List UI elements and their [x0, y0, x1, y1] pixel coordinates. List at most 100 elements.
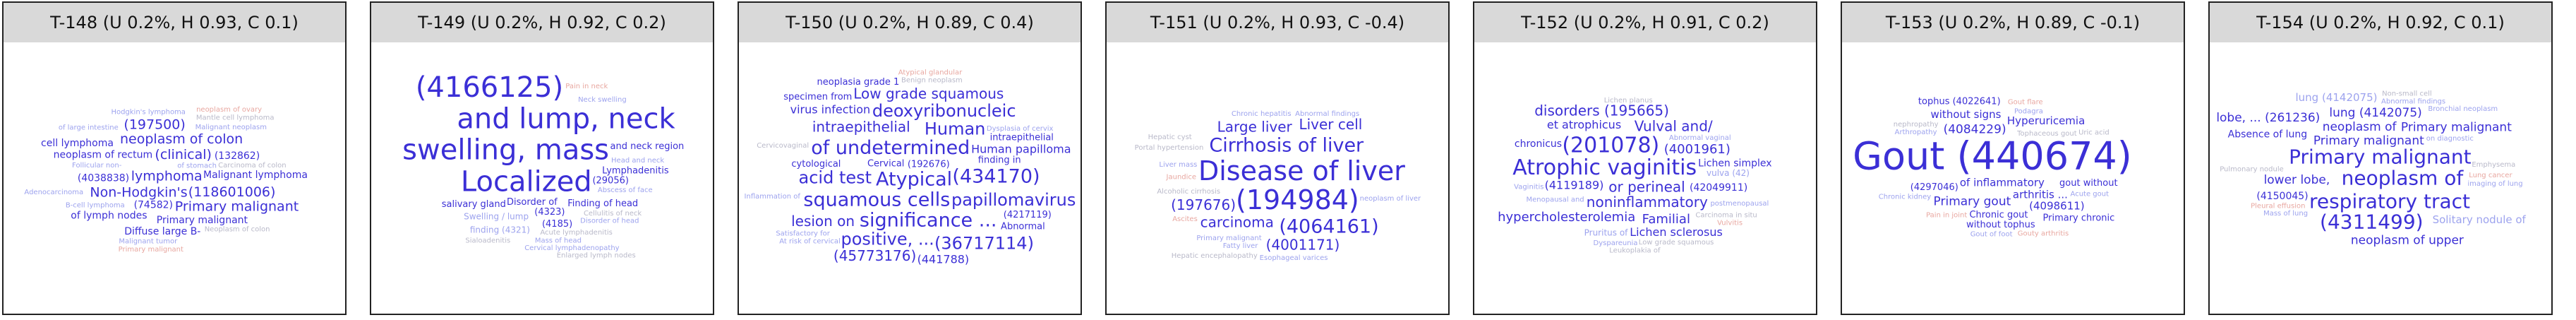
cloud-word: (4323) [534, 207, 565, 218]
cloud-word: Carcinoma in situ [1695, 211, 1757, 219]
cloud-word: Cervical [867, 159, 904, 170]
cloud-word: Pain in joint [1926, 211, 1967, 219]
cloud-word: papillomavirus [951, 190, 1076, 210]
cloud-word: Hodgkin's lymphoma [111, 109, 186, 117]
panel-header: T-148 (U 0.2%, H 0.93, C 0.1) [2, 1, 347, 44]
cloud-word: Primary malignant [119, 246, 183, 254]
cloud-word: (4166125) [416, 71, 563, 104]
cloud-word: Lichen sclerosus [1630, 225, 1723, 239]
cloud-word: Human [925, 119, 986, 139]
cloud-word: Primary malignant [2289, 146, 2472, 169]
cloud-word: Primary malignant [2313, 134, 2424, 148]
cloud-word: without tophus [1966, 220, 2035, 230]
cloud-word: Pruritus of [1584, 228, 1629, 238]
cloud-word: neoplasm of [2342, 166, 2464, 189]
cloud-word: Carcinoma of colon [218, 162, 286, 170]
cloud-word: arthritis ... [2013, 189, 2068, 201]
cloud-word: Podagra [2014, 108, 2043, 116]
cloud-word: Liver cell [1299, 116, 1362, 133]
cloud-word: Non-small cell [2382, 90, 2432, 98]
cloud-word: (4217119) [1004, 210, 1052, 220]
cloud-word: cell lymphoma [41, 138, 114, 149]
cloud-word: of large intestine [59, 124, 119, 131]
cloud-word: nephropathy [1894, 121, 1939, 129]
cloud-word: significance ... [860, 210, 997, 232]
cloud-word: (clinical) [155, 147, 212, 162]
panel-title: T-154 (U 0.2%, H 0.92, C 0.1) [2256, 13, 2505, 32]
cloud-word: finding (4321) [470, 225, 530, 235]
word-cloud: Localized swelling, mass and lump, neck (41… [370, 42, 714, 315]
cloud-word: intraepithelial [990, 133, 1054, 143]
panel-title: T-151 (U 0.2%, H 0.93, C -0.4) [1150, 13, 1405, 32]
cloud-word: Uric acid [2078, 129, 2109, 137]
cloud-word: (74582) [134, 200, 173, 211]
cloud-word: Human papilloma [971, 142, 1071, 155]
cloud-word: squamous cells [803, 189, 950, 211]
cloud-word: Benign neoplasm [901, 76, 963, 84]
cloud-word: Primary chronic [2043, 213, 2115, 224]
cloud-word: (197676) [1171, 196, 1236, 213]
panel-title: T-148 (U 0.2%, H 0.93, C 0.1) [50, 13, 299, 32]
cloud-word: lesion on [791, 213, 855, 230]
cloud-word: of stomach [177, 162, 217, 170]
cloud-word: Follicular non- [72, 162, 122, 170]
cloud-word: Sialoadenitis [465, 237, 510, 245]
word-cloud-canvas: Disease of liver(194984) Cirrhosis of liv… [1135, 110, 1421, 262]
cloud-word: Disorder of head [580, 217, 639, 225]
panel-t150: T-150 (U 0.2%, H 0.89, C 0.4) Atypical sq… [738, 1, 1082, 316]
cloud-word: Malignant neoplasm [195, 124, 267, 131]
word-cloud: Atrophic vaginitis (201078) Vulval and/or … [1473, 42, 1817, 315]
cloud-word: Gout (440674) [1853, 134, 2132, 178]
cloud-word: noninflammatory [1587, 194, 1708, 211]
cloud-word: Abnormal findings [2381, 97, 2445, 105]
cloud-word: Mantle cell lymphoma [196, 114, 275, 122]
word-cloud: Disease of liver (194984) Cirrhosis of liv… [1105, 42, 1450, 315]
cloud-word: Adenocarcinoma [24, 189, 83, 196]
cloud-word: Finding of head [567, 198, 638, 209]
cloud-word: Atrophic vaginitis [1512, 155, 1697, 180]
cloud-word: Primary malignant [157, 215, 248, 226]
cloud-word: Menopausal and [1527, 196, 1584, 203]
cloud-word: Primary malignant [1196, 235, 1261, 242]
cloud-word: neoplasm of [2323, 120, 2397, 134]
cloud-word: Primary malignant [175, 199, 299, 215]
panel-t152: T-152 (U 0.2%, H 0.91, C 0.2) Atrophic v… [1473, 1, 1817, 316]
cloud-word: on diagnostic [2426, 135, 2474, 143]
cloud-word: lower lobe, [2264, 173, 2330, 187]
panel-title: T-152 (U 0.2%, H 0.91, C 0.2) [1521, 13, 1769, 32]
cloud-word: Pleural effusion [2251, 203, 2305, 211]
cloud-word: Neck swelling [578, 96, 627, 104]
cloud-word: Chronic hepatitis [1232, 110, 1292, 118]
cloud-word: (132862) [215, 150, 260, 162]
cloud-word: (45773176) [833, 247, 916, 264]
cloud-word: imaging of lung [2467, 180, 2522, 188]
cloud-word: Low grade squamous [853, 85, 1004, 102]
word-cloud-canvas: Gout (440674) Primary gout (4084229)Hyperu… [1853, 97, 2132, 239]
cloud-word: Familial [1642, 212, 1690, 227]
cloud-word: Diffuse large B- [124, 226, 200, 237]
cloud-word: (36717114) [934, 234, 1034, 254]
cloud-word: Vaginitis [1514, 184, 1543, 191]
cloud-word: Atypical [876, 169, 952, 191]
cloud-word: (42049911) [1690, 182, 1747, 194]
cloud-word: (4098611) [2029, 200, 2085, 213]
cloud-word: Vulval and/ [1635, 118, 1713, 135]
cloud-word: Mass of head [535, 237, 582, 244]
cloud-word: vulva (42) [1707, 168, 1750, 178]
cloud-word: disorders (195665) [1534, 102, 1669, 119]
cloud-word: (4084229) [1944, 123, 2006, 137]
cloud-word: Gouty arthritis [2018, 230, 2069, 237]
cloud-word: Atypical glandular [898, 69, 963, 77]
panel-header: T-154 (U 0.2%, H 0.92, C 0.1) [2208, 1, 2553, 44]
panel-header: T-152 (U 0.2%, H 0.91, C 0.2) [1473, 1, 1817, 44]
cloud-word: respiratory tract [2309, 189, 2470, 213]
cloud-word: et atrophicus [1547, 118, 1621, 131]
cloud-word: Neoplasm of colon [205, 226, 270, 234]
panel-t151: T-151 (U 0.2%, H 0.93, C -0.4) Disease o… [1105, 1, 1450, 316]
cloud-word: Malignant tumor [119, 237, 178, 245]
cloud-word: of lymph nodes [71, 211, 147, 222]
cloud-word: Arthropathy [1895, 129, 1937, 136]
cloud-word: salivary gland [442, 199, 506, 210]
cloud-word: Satisfactory for [776, 230, 830, 238]
